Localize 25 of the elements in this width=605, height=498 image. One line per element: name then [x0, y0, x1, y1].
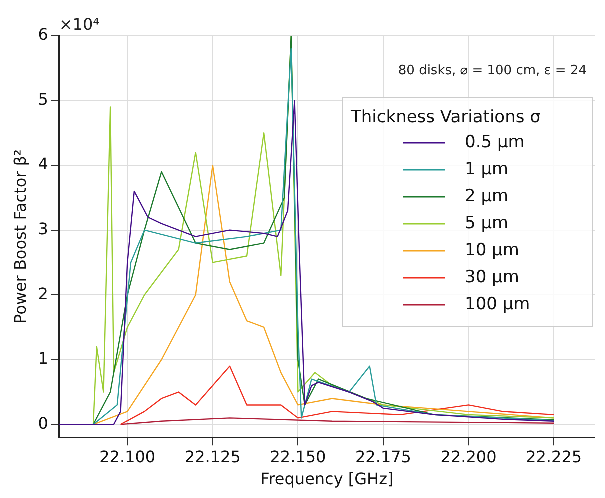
annotation: 80 disks, ⌀ = 100 cm, ε = 24	[398, 63, 587, 78]
legend-label: 0.5 μm	[465, 132, 525, 152]
legend-label: 1 μm	[465, 159, 509, 180]
y-tick-label: 0	[38, 414, 48, 433]
legend-label: 5 μm	[465, 213, 509, 234]
legend-label: 30 μm	[465, 267, 520, 288]
y-tick-label: 2	[38, 284, 48, 304]
legend-label: 2 μm	[465, 186, 509, 206]
x-tick-label: 22.225	[526, 447, 582, 466]
legend-label: 100 μm	[465, 294, 530, 314]
x-tick-label: 22.150	[270, 447, 326, 466]
y-tick-label: 5	[38, 90, 48, 109]
text: ×10⁴	[59, 15, 100, 34]
x-tick-label: 22.175	[355, 447, 412, 466]
x-tick-label: 22.125	[184, 447, 241, 466]
x-tick-label: 22.100	[100, 447, 156, 466]
y-tick-label: 1	[38, 349, 48, 368]
y-tick-label: 4	[38, 154, 48, 174]
legend-label: 10 μm	[465, 240, 520, 260]
y-axis-title: Power Boost Factor β²	[10, 150, 30, 324]
y-tick-label: 6	[38, 25, 48, 44]
y-tick-label: 3	[38, 219, 48, 238]
x-axis-title: Frequency [GHz]	[260, 470, 394, 489]
legend-title: Thickness Variations σ	[350, 107, 542, 128]
x-tick-label: 22.200	[440, 447, 497, 466]
